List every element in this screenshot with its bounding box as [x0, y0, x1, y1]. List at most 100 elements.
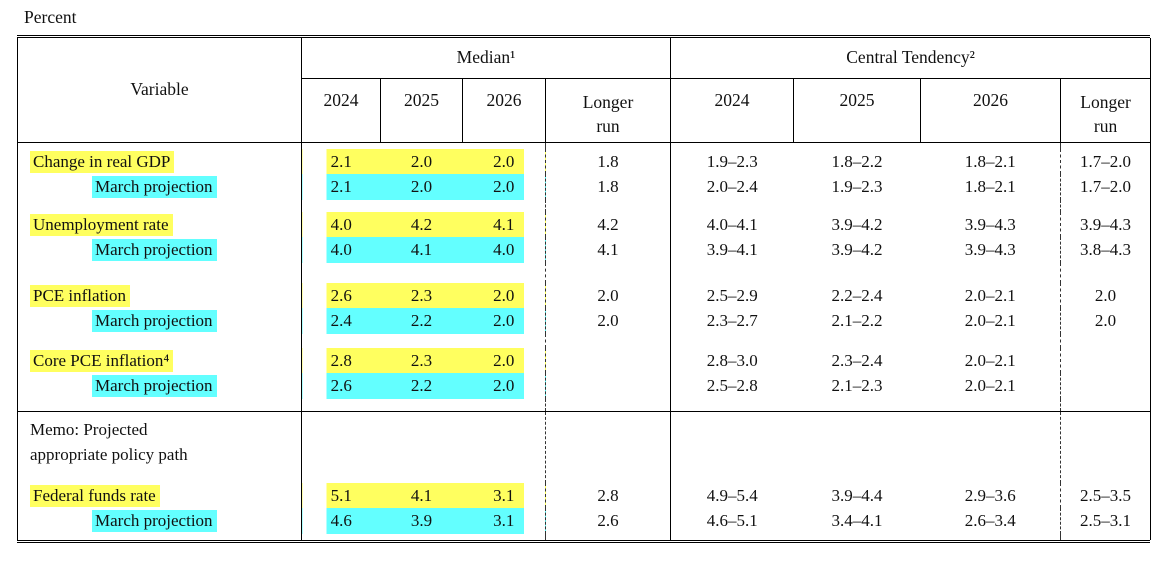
row-core-pce-march-projection: March projection 2.6 2.2 2.0 2.5–2.8 2.1…	[18, 373, 1151, 399]
spacer-row	[18, 399, 1151, 411]
ct-2024-value: 4.6–5.1	[670, 508, 794, 534]
median-2024-value: 2.6	[301, 373, 381, 399]
table-body: Change in real GDP 2.1 2.0 2.0 1.8 1.9–2…	[17, 142, 1151, 540]
ct-2025-value: 1.9–2.3	[831, 177, 883, 196]
row-label-cell: March projection	[18, 308, 302, 334]
median-longer-run-value: 2.0	[544, 308, 671, 334]
memo-label-cell: Memo: Projected appropriate policy path	[17, 410, 302, 483]
median-2025-header: 2025	[380, 78, 463, 143]
ct-2026-header: 2026	[920, 78, 1061, 143]
ct-2026-value: 1.8–2.1	[964, 177, 1016, 196]
median-2026-value: 2.0	[462, 373, 546, 399]
ct-longer-run-header: Longer run	[1060, 78, 1151, 143]
ct-longer-run-value: 1.7–2.0	[1060, 149, 1151, 174]
ct-longer-run-value: 3.8–4.3	[1060, 237, 1151, 263]
spacer-row	[18, 142, 1151, 149]
row-label: March projection	[92, 375, 217, 397]
ct-2024-value: 4.0–4.1	[670, 212, 794, 237]
row-label-cell: Core PCE inflation⁴	[18, 348, 302, 373]
row-label: March projection	[92, 310, 217, 332]
row-unemployment-rate: Unemployment rate 4.0 4.2 4.1 4.2 4.0–4.…	[18, 212, 1151, 237]
ct-2024-value: 2.0–2.4	[670, 174, 794, 200]
ct-2024-value: 2.3–2.7	[670, 308, 794, 334]
median-2025-value: 4.1	[380, 237, 463, 263]
median-longer-run-value: 2.8	[544, 483, 671, 508]
row-label: PCE inflation	[30, 284, 131, 307]
ct-2024-value: 2.5–2.9	[670, 283, 794, 308]
row-label: Federal funds rate	[30, 484, 160, 507]
median-2026-value: 2.0	[462, 283, 546, 308]
ct-2025-header: 2025	[793, 78, 921, 143]
median-2026-value: 2.0	[462, 308, 546, 334]
row-label: March projection	[92, 176, 217, 198]
table-header: Variable Median¹ Central Tendency² 2024 …	[17, 38, 1151, 143]
ct-longer-run-value: 2.5–3.1	[1060, 508, 1151, 534]
spacer-row	[18, 334, 1151, 348]
ct-2025-value: 3.9–4.4	[831, 485, 883, 505]
ct-2024-header: 2024	[670, 78, 794, 143]
median-2026-value: 3.1	[462, 483, 546, 508]
median-2025-value: 2.3	[380, 348, 463, 373]
median-2024-value: 2.8	[301, 348, 381, 373]
median-longer-run-value	[544, 348, 671, 373]
row-label-cell: Change in real GDP	[18, 149, 302, 174]
median-2024-value: 2.1	[301, 174, 381, 200]
median-2026-value: 4.1	[462, 212, 546, 237]
ct-longer-run-label: Longer run	[1080, 91, 1131, 136]
row-label-cell: Federal funds rate	[18, 483, 302, 508]
median-2025-value: 2.3	[380, 283, 463, 308]
ct-2025-value: 2.3–2.4	[831, 350, 883, 370]
ct-2026-value: 3.9–4.3	[964, 214, 1016, 234]
median-2024-value: 4.0	[301, 237, 381, 263]
ct-2025-value: 3.9–4.2	[831, 214, 883, 234]
median-2026-value: 2.0	[462, 174, 546, 200]
row-label-cell: March projection	[18, 237, 302, 263]
median-2025-value: 2.0	[380, 149, 463, 174]
median-2026-value: 2.0	[462, 149, 546, 174]
row-pce-inflation: PCE inflation 2.6 2.3 2.0 2.0 2.5–2.9 2.…	[18, 283, 1151, 308]
median-longer-run-value: 1.8	[544, 149, 671, 174]
ct-2024-value: 2.5–2.8	[670, 373, 794, 399]
ct-longer-run-value: 3.9–4.3	[1060, 212, 1151, 237]
spacer-row	[18, 200, 1151, 212]
row-label: Unemployment rate	[30, 213, 173, 236]
ct-2026-value: 2.6–3.4	[964, 511, 1016, 530]
ct-2024-value: 3.9–4.1	[670, 237, 794, 263]
median-2025-value: 4.1	[380, 483, 463, 508]
median-longer-run-value: 2.6	[544, 508, 671, 534]
row-label-cell: March projection	[18, 508, 302, 534]
median-longer-run-value: 1.8	[544, 174, 671, 200]
ct-longer-run-value: 1.7–2.0	[1060, 174, 1151, 200]
group-header-row: Variable Median¹ Central Tendency²	[17, 38, 1151, 143]
row-label: March projection	[92, 510, 217, 532]
row-label-cell: March projection	[18, 174, 302, 200]
row-pce-march-projection: March projection 2.4 2.2 2.0 2.0 2.3–2.7…	[18, 308, 1151, 334]
ct-2025-value: 3.9–4.2	[831, 240, 883, 259]
sep-projections-table: Variable Median¹ Central Tendency² 2024 …	[17, 38, 1152, 540]
ct-longer-run-value	[1060, 348, 1151, 373]
ct-longer-run-value: 2.0	[1060, 308, 1151, 334]
ct-2025-value: 1.8–2.2	[831, 151, 883, 171]
ct-2026-value: 1.8–2.1	[964, 151, 1016, 171]
ct-longer-run-value: 2.0	[1060, 283, 1151, 308]
median-2024-value: 2.1	[301, 149, 381, 174]
median-longer-run-label: Longer run	[582, 91, 634, 136]
projections-table-frame: Variable Median¹ Central Tendency² 2024 …	[17, 35, 1152, 543]
median-2025-value: 4.2	[380, 212, 463, 237]
median-longer-run-value: 4.1	[544, 237, 671, 263]
row-change-in-real-gdp: Change in real GDP 2.1 2.0 2.0 1.8 1.9–2…	[18, 149, 1151, 174]
year-header-row: 2024 2025 2026 Longer run 2024 2025 2026…	[18, 78, 1151, 143]
central-tendency-group-header: Central Tendency²	[670, 38, 1151, 79]
median-2026-value: 4.0	[462, 237, 546, 263]
median-2026-value: 2.0	[462, 348, 546, 373]
median-2024-value: 4.6	[301, 508, 381, 534]
unit-label: Percent	[24, 7, 77, 27]
median-2025-value: 2.0	[380, 174, 463, 200]
ct-longer-run-value: 2.5–3.5	[1060, 483, 1151, 508]
median-group-header: Median¹	[300, 38, 671, 79]
spacer-row	[18, 534, 1151, 540]
median-longer-run-value: 2.0	[544, 283, 671, 308]
row-gdp-march-projection: March projection 2.1 2.0 2.0 1.8 2.0–2.4…	[18, 174, 1151, 200]
ct-2026-value: 2.0–2.1	[964, 285, 1016, 305]
row-core-pce-inflation: Core PCE inflation⁴ 2.8 2.3 2.0 2.8–3.0 …	[18, 348, 1151, 373]
